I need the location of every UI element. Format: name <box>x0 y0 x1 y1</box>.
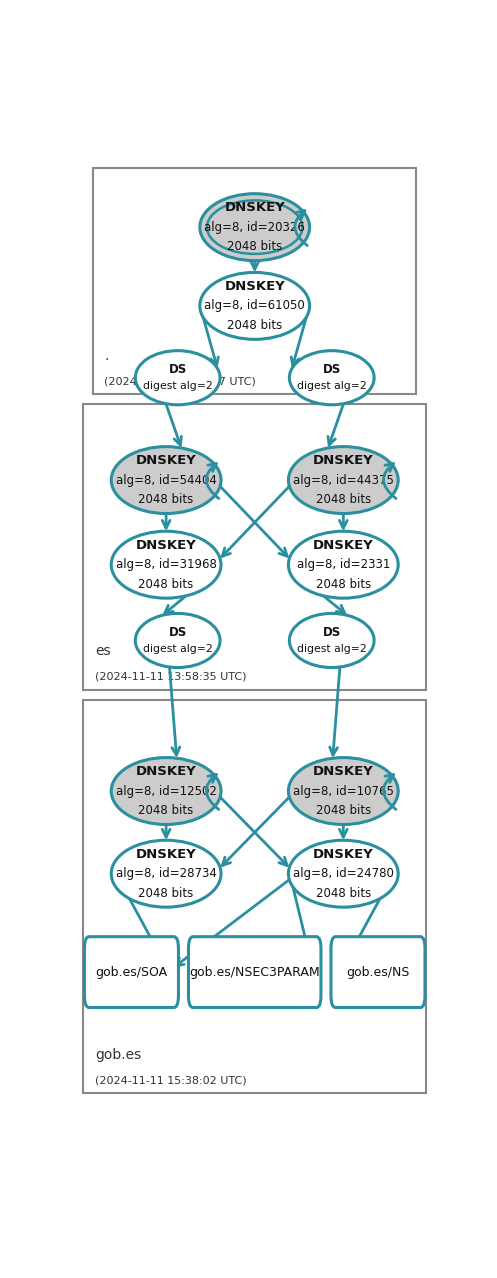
Text: digest alg=2: digest alg=2 <box>143 644 213 654</box>
Text: alg=8, id=12502: alg=8, id=12502 <box>116 785 217 797</box>
Text: 2048 bits: 2048 bits <box>139 578 194 590</box>
Text: es: es <box>95 644 110 658</box>
Bar <box>83 404 426 690</box>
FancyBboxPatch shape <box>331 937 425 1007</box>
Text: 2048 bits: 2048 bits <box>139 804 194 817</box>
Text: (2024-11-11 13:27:57 UTC): (2024-11-11 13:27:57 UTC) <box>104 377 256 386</box>
Text: gob.es/SOA: gob.es/SOA <box>95 966 167 979</box>
Text: DS: DS <box>323 626 341 639</box>
Ellipse shape <box>111 758 221 824</box>
Text: 2048 bits: 2048 bits <box>316 578 371 590</box>
Ellipse shape <box>135 613 220 667</box>
Text: DNSKEY: DNSKEY <box>313 847 374 860</box>
Text: digest alg=2: digest alg=2 <box>143 381 213 391</box>
Ellipse shape <box>135 350 220 405</box>
Text: alg=8, id=20326: alg=8, id=20326 <box>204 221 305 234</box>
Text: digest alg=2: digest alg=2 <box>297 644 367 654</box>
Ellipse shape <box>111 532 221 598</box>
Ellipse shape <box>289 350 374 405</box>
Text: 2048 bits: 2048 bits <box>139 887 194 900</box>
Text: DS: DS <box>168 363 187 376</box>
Text: DNSKEY: DNSKEY <box>136 538 196 552</box>
Ellipse shape <box>200 272 310 340</box>
Text: DNSKEY: DNSKEY <box>136 764 196 778</box>
Ellipse shape <box>288 758 398 824</box>
Text: 2048 bits: 2048 bits <box>139 493 194 506</box>
Text: alg=8, id=44375: alg=8, id=44375 <box>293 474 394 487</box>
Bar <box>93 169 416 395</box>
FancyBboxPatch shape <box>84 937 178 1007</box>
Text: gob.es/NSEC3PARAM: gob.es/NSEC3PARAM <box>189 966 320 979</box>
Ellipse shape <box>111 446 221 514</box>
Bar <box>83 699 426 1093</box>
Text: (2024-11-11 15:38:02 UTC): (2024-11-11 15:38:02 UTC) <box>95 1075 247 1085</box>
Text: gob.es: gob.es <box>95 1048 141 1062</box>
Ellipse shape <box>288 532 398 598</box>
Text: alg=8, id=54404: alg=8, id=54404 <box>116 474 217 487</box>
Text: .: . <box>104 349 109 363</box>
Text: alg=8, id=61050: alg=8, id=61050 <box>204 299 305 312</box>
Text: DS: DS <box>323 363 341 376</box>
Text: alg=8, id=28734: alg=8, id=28734 <box>116 868 217 881</box>
Text: (2024-11-11 13:58:35 UTC): (2024-11-11 13:58:35 UTC) <box>95 672 247 681</box>
Text: DS: DS <box>168 626 187 639</box>
Ellipse shape <box>200 194 310 261</box>
Text: DNSKEY: DNSKEY <box>136 454 196 466</box>
Text: 2048 bits: 2048 bits <box>227 320 282 332</box>
Text: DNSKEY: DNSKEY <box>313 454 374 466</box>
FancyBboxPatch shape <box>188 937 321 1007</box>
Text: DNSKEY: DNSKEY <box>136 847 196 860</box>
Text: alg=8, id=2331: alg=8, id=2331 <box>297 558 390 571</box>
Text: 2048 bits: 2048 bits <box>316 804 371 817</box>
Text: DNSKEY: DNSKEY <box>313 764 374 778</box>
Text: DNSKEY: DNSKEY <box>224 280 285 293</box>
Ellipse shape <box>111 840 221 907</box>
Ellipse shape <box>288 840 398 907</box>
Text: DNSKEY: DNSKEY <box>224 201 285 213</box>
Text: digest alg=2: digest alg=2 <box>297 381 367 391</box>
Text: 2048 bits: 2048 bits <box>316 887 371 900</box>
Text: DNSKEY: DNSKEY <box>313 538 374 552</box>
Text: alg=8, id=24780: alg=8, id=24780 <box>293 868 394 881</box>
Text: 2048 bits: 2048 bits <box>227 240 282 253</box>
Text: gob.es/NS: gob.es/NS <box>346 966 410 979</box>
Ellipse shape <box>289 613 374 667</box>
Ellipse shape <box>288 446 398 514</box>
Text: alg=8, id=31968: alg=8, id=31968 <box>116 558 217 571</box>
Text: alg=8, id=10765: alg=8, id=10765 <box>293 785 394 797</box>
Text: 2048 bits: 2048 bits <box>316 493 371 506</box>
